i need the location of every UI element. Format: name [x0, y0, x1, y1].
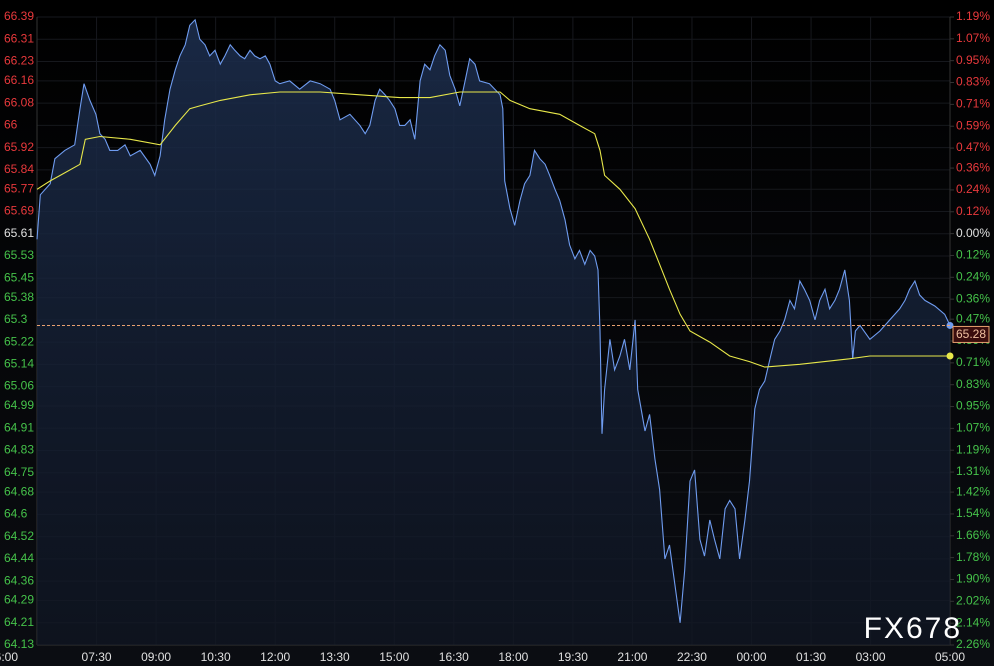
watermark: FX678 — [864, 612, 962, 645]
y2-tick-label: 0.47% — [956, 140, 990, 154]
x-tick-label: 09:00 — [141, 650, 171, 664]
x-tick-label: 16:30 — [439, 650, 469, 664]
x-tick-label: 15:00 — [379, 650, 409, 664]
y2-tick-label: 1.19% — [956, 9, 990, 23]
y2-tick-label: 0.12% — [956, 248, 990, 262]
y-tick-label: 64.68 — [4, 484, 34, 498]
y2-tick-label: 0.71% — [956, 355, 990, 369]
y2-tick-label: 0.83% — [956, 75, 990, 89]
y2-tick-label: 1.66% — [956, 528, 990, 542]
y-tick-label: 64.75 — [4, 465, 34, 479]
y2-tick-label: 1.54% — [956, 506, 990, 520]
y-tick-label: 64.99 — [4, 398, 34, 412]
y2-tick-label: 1.19% — [956, 442, 990, 456]
y2-tick-label: 0.24% — [956, 182, 990, 196]
y2-tick-label: 0.36% — [956, 160, 990, 174]
y2-tick-label: 0.83% — [956, 377, 990, 391]
x-tick-label: 18:00 — [498, 650, 528, 664]
y-tick-label: 66.16 — [4, 73, 34, 87]
x-tick-label: 01:30 — [796, 650, 826, 664]
y-tick-label: 64.29 — [4, 593, 34, 607]
y2-tick-label: 0.59% — [956, 118, 990, 132]
price-area — [37, 19, 950, 646]
y-tick-label: 65.53 — [4, 248, 34, 262]
y2-tick-label: 1.78% — [956, 550, 990, 564]
x-tick-label: 10:30 — [201, 650, 231, 664]
y2-tick-label: 0.12% — [956, 204, 990, 218]
x-tick-label: 07:30 — [82, 650, 112, 664]
x-tick-label: 05:00 — [935, 650, 965, 664]
y2-tick-label: 0.95% — [956, 53, 990, 67]
line — [36, 91, 950, 368]
end-dot — [946, 352, 954, 360]
y2-tick-label: 0.24% — [956, 269, 990, 283]
y-tick-label: 65.69 — [4, 204, 34, 218]
y-tick-label: 64.13 — [4, 637, 34, 651]
y-tick-label: 65.14 — [4, 357, 34, 371]
x-tick-label: 12:00 — [260, 650, 290, 664]
x-tick-label: 21:00 — [617, 650, 647, 664]
y2-tick-label: 1.31% — [956, 464, 990, 478]
y-tick-label: 65.84 — [4, 162, 34, 176]
y-tick-label: 65.92 — [4, 140, 34, 154]
y2-tick-label: 1.07% — [956, 31, 990, 45]
y-tick-label: 64.6 — [4, 507, 28, 521]
y-tick-label: 64.91 — [4, 420, 34, 434]
y-tick-label: 66 — [4, 118, 18, 132]
x-tick-label: 06:00 — [0, 650, 18, 664]
y-tick-label: 65.38 — [4, 290, 34, 304]
last-price-box — [952, 325, 990, 343]
y2-tick-label: 0.95% — [956, 399, 990, 413]
y-tick-label: 64.83 — [4, 443, 34, 457]
y-tick-label: 65.22 — [4, 334, 34, 348]
y2-tick-label: 1.07% — [956, 421, 990, 435]
y-tick-label: 66.39 — [4, 9, 34, 23]
y2-tick-label: 0.00% — [956, 226, 990, 240]
y-tick-label: 65.06 — [4, 379, 34, 393]
y2-tick-label: 1.42% — [956, 484, 990, 498]
x-tick-label: 00:00 — [737, 650, 767, 664]
y-tick-label: 66.23 — [4, 54, 34, 68]
x-tick-label: 13:30 — [320, 650, 350, 664]
y2-tick-label: 0.36% — [956, 291, 990, 305]
y-tick-label: 64.21 — [4, 615, 34, 629]
y2-tick-label: 2.26% — [956, 637, 990, 651]
y-tick-label: 64.44 — [4, 551, 34, 565]
y-tick-label: 64.36 — [4, 573, 34, 587]
y2-tick-label: 0.71% — [956, 97, 990, 111]
y-tick-label: 65.45 — [4, 270, 34, 284]
x-tick-label: 22:30 — [677, 650, 707, 664]
y-tick-label: 66.31 — [4, 31, 34, 45]
y2-tick-label: 2.02% — [956, 593, 990, 607]
y-tick-label: 65.61 — [4, 226, 34, 240]
y-tick-label: 66.08 — [4, 95, 34, 109]
line — [36, 18, 951, 623]
y-tick-label: 65.77 — [4, 181, 34, 195]
y-tick-label: 65.3 — [4, 312, 28, 326]
last-price-label: 65.28 — [956, 327, 986, 341]
x-tick-label: 03:00 — [856, 650, 886, 664]
y2-tick-label: 0.47% — [956, 311, 990, 325]
y2-tick-label: 1.90% — [956, 572, 990, 586]
x-tick-label: 19:30 — [558, 650, 588, 664]
y-tick-label: 64.52 — [4, 529, 34, 543]
y2-tick-label: 2.14% — [956, 615, 990, 629]
